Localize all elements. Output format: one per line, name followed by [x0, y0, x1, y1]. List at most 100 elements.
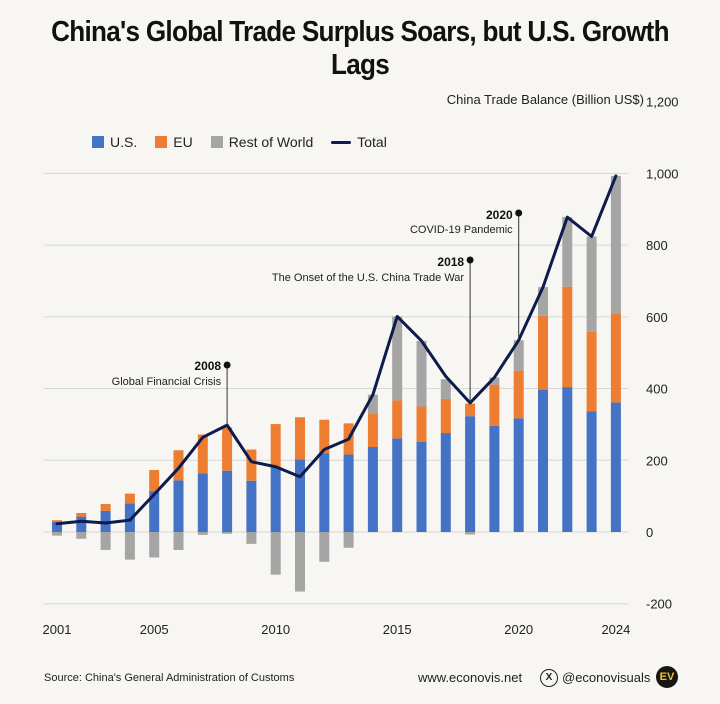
chart-svg: -200 0 200 400 600 800 1,000 1,200 2001 2005 2010 2…: [43, 95, 679, 637]
bar-eu-2006: [173, 450, 184, 481]
bar-row-2005: [149, 532, 160, 558]
bar-row-2014: [367, 394, 378, 415]
bar-row-2017: [440, 379, 451, 399]
annotation-year-2008: 2008: [194, 359, 221, 373]
bar-row-2020: [513, 340, 524, 371]
bar-us-2023: [586, 411, 597, 532]
y-tick-label: 1,200: [646, 95, 679, 110]
legend-swatch-total: [331, 140, 352, 144]
bar-eu-2011: [295, 417, 305, 460]
annotation-year-2020: 2020: [486, 208, 513, 222]
bar-eu-2015: [392, 400, 403, 439]
annotation-dot-2020: [515, 209, 523, 217]
bar-eu-2004: [124, 493, 135, 504]
bar-eu-2010: [270, 424, 281, 468]
bar-row-2003: [100, 532, 111, 550]
website-link[interactable]: www.econovis.net: [418, 670, 523, 685]
bar-us-2003: [100, 510, 111, 532]
total-line: [55, 174, 618, 526]
bar-row-2015: [392, 316, 403, 401]
bar-eu-2002: [76, 512, 87, 517]
legend-item-rest-of-world: Rest of World: [210, 134, 314, 150]
bar-eu-2017: [440, 398, 451, 434]
bar-us-2011: [295, 459, 305, 532]
x-tick-label: 2020: [504, 622, 533, 637]
legend-swatch-rest-of-world: [210, 136, 223, 148]
bar-row-2002: [76, 532, 87, 539]
y-tick-label: 200: [646, 453, 668, 468]
legend: U.S. EU Rest of World Total: [92, 134, 387, 150]
bar-eu-2009: [246, 449, 257, 481]
x-tick-label: 2024: [601, 622, 630, 637]
annotation-dot-2008: [223, 361, 231, 369]
bar-eu-2016: [416, 406, 427, 442]
bar-us-2015: [392, 438, 403, 532]
legend-item-eu: EU: [155, 134, 193, 150]
bar-us-2014: [367, 447, 378, 532]
chart-title: China's Global Trade Surplus Soars, but …: [51, 16, 669, 81]
bar-eu-2020: [513, 370, 524, 419]
bar-us-2024: [610, 402, 621, 532]
annotation-text-2018: The Onset of the U.S. China Trade War: [272, 272, 465, 284]
annotation-text-2008: Global Financial Crisis: [112, 376, 222, 388]
annotation-text-2020: COVID-19 Pandemic: [410, 224, 513, 236]
source-note: Source: China's General Administration o…: [44, 672, 295, 684]
bar-row-2023: [586, 236, 597, 332]
annotation-dot-2018: [466, 256, 474, 264]
legend-swatch-eu: [155, 136, 168, 148]
bar-us-2019: [489, 425, 500, 532]
legend-item-us: U.S.: [92, 134, 137, 150]
y-tick-label: 800: [646, 238, 668, 253]
bar-row-2009: [246, 532, 257, 544]
legend-label-total: Total: [357, 134, 387, 150]
bar-row-2022: [562, 217, 573, 287]
bar-us-2009: [246, 480, 257, 532]
bar-row-2010: [270, 532, 281, 575]
bar-row-2021: [538, 287, 548, 316]
bar-eu-2012: [319, 419, 330, 454]
legend-label-us: U.S.: [110, 134, 138, 150]
legend-swatch-us: [92, 136, 104, 148]
y-tick-label: 1,000: [646, 166, 679, 181]
bar-eu-2022: [562, 286, 573, 388]
bar-us-2018: [465, 416, 476, 532]
x-tick-label: 2010: [261, 622, 290, 637]
bar-eu-2024: [610, 313, 621, 403]
bar-us-2021: [538, 389, 548, 532]
legend-label-rest-of-world: Rest of World: [228, 134, 314, 150]
bar-row-2011: [295, 532, 305, 592]
bar-us-2020: [513, 418, 524, 532]
bar-us-2004: [124, 503, 135, 532]
y-tick-label: 0: [646, 525, 653, 540]
bar-eu-2023: [586, 331, 597, 412]
footer: Source: China's General Administration o…: [0, 666, 720, 692]
bar-eu-2021: [538, 315, 548, 390]
bar-row-2019: [489, 377, 500, 385]
bar-us-2001: [52, 521, 62, 532]
x-tick-label: 2001: [43, 622, 72, 637]
bar-eu-2003: [100, 504, 111, 511]
annotation-year-2018: 2018: [437, 255, 464, 269]
bar-row-2007: [197, 532, 208, 535]
bar-row-2006: [173, 532, 184, 550]
y-tick-label: 600: [646, 310, 668, 325]
bar-row-2001: [52, 532, 62, 536]
x-tick-label: 2005: [140, 622, 169, 637]
y-axis-title: China Trade Balance (Billion US$): [446, 92, 644, 107]
bar-us-2022: [562, 387, 573, 532]
bar-us-2012: [319, 453, 330, 532]
bar-row-2016: [416, 340, 427, 407]
legend-item-total: Total: [331, 134, 387, 150]
bar-eu-2007: [197, 434, 208, 474]
social-handle[interactable]: @econovisuals: [562, 670, 651, 685]
bar-us-2005: [149, 491, 160, 532]
x-logo-icon: X: [540, 669, 558, 687]
bar-us-2007: [197, 473, 208, 532]
bar-row-2008: [222, 532, 233, 534]
bar-row-2012: [319, 532, 330, 562]
bar-eu-2014: [367, 414, 378, 448]
bar-eu-2018: [465, 403, 476, 417]
bar-us-2002: [76, 516, 87, 532]
bar-us-2006: [173, 480, 184, 532]
